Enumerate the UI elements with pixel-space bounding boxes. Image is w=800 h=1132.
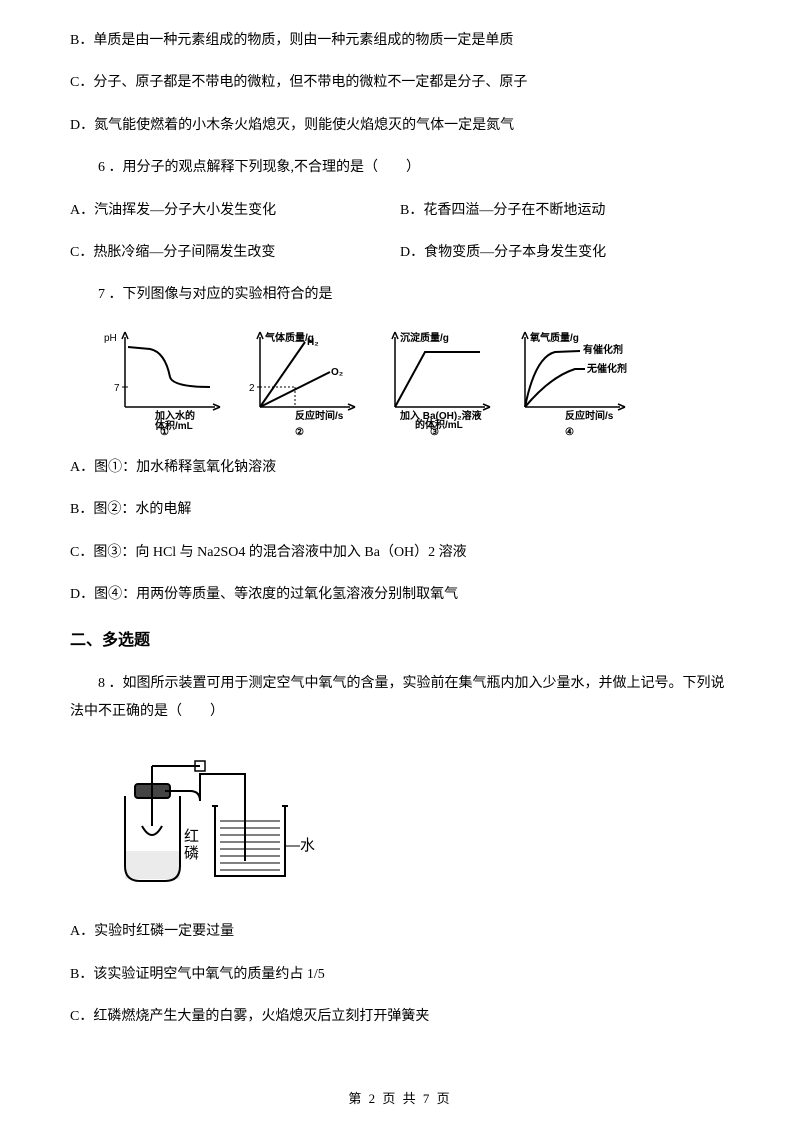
c4-num: ④ bbox=[565, 427, 574, 437]
q6-c: C．热胀冷缩—分子间隔发生改变 bbox=[70, 242, 400, 264]
q8-c: C．红磷燃烧产生大量的白雾，火焰熄灭后立刻打开弹簧夹 bbox=[70, 1006, 730, 1028]
q7-a: A．图①：加水稀释氢氧化钠溶液 bbox=[70, 457, 730, 479]
q7-stem: 7 ．下列图像与对应的实验相符合的是 bbox=[70, 284, 730, 306]
c4-xlabel: 反应时间/s bbox=[565, 409, 614, 422]
option-c: C．分子、原子都是不带电的微粒，但不带电的微粒不一定都是分子、原子 bbox=[70, 72, 730, 94]
option-d: D．氮气能使燃着的小木条火焰熄灭，则能使火焰熄灭的气体一定是氮气 bbox=[70, 115, 730, 137]
c3-ylabel: 沉淀质量/g bbox=[400, 331, 449, 344]
q6-d: D．食物变质—分子本身发生变化 bbox=[400, 242, 730, 264]
c4-ylabel: 氧气质量/g bbox=[529, 331, 579, 344]
chart-4: 氧气质量/g 有催化剂 无催化剂 反应时间/s ④ bbox=[505, 327, 635, 437]
c2-l1: H₂ bbox=[307, 337, 319, 348]
phos-label-2: 磷 bbox=[184, 845, 199, 862]
chart-3: 沉淀质量/g 加入 Ba(OH)₂溶液 的体积/mL ③ bbox=[370, 327, 500, 437]
q7-c: C．图③：向 HCl 与 Na2SO4 的混合溶液中加入 Ba（OH）2 溶液 bbox=[70, 542, 730, 564]
option-b: B．单质是由一种元素组成的物质，则由一种元素组成的物质一定是单质 bbox=[70, 30, 730, 52]
section-2-title: 二、多选题 bbox=[70, 626, 730, 650]
chart-2: 气体质量/g H₂ O₂ 2 反应时间/s ② bbox=[235, 327, 365, 437]
c2-tick: 2 bbox=[249, 383, 255, 394]
q6-row1: A．汽油挥发—分子大小发生变化 B．花香四溢—分子在不断地运动 bbox=[70, 200, 730, 222]
c2-l2: O₂ bbox=[331, 367, 343, 378]
chart-1: pH 7 加入水的 体积/mL ① bbox=[100, 327, 230, 437]
water-label: 水 bbox=[300, 837, 315, 854]
charts-row: pH 7 加入水的 体积/mL ① 气体质量/g H₂ O₂ 2 反应时间/s … bbox=[100, 327, 730, 437]
c1-ylabel: pH bbox=[104, 333, 117, 344]
q8-stem: 8 ．如图所示装置可用于测定空气中氧气的含量，实验前在集气瓶内加入少量水，并做上… bbox=[70, 670, 730, 726]
q6-row2: C．热胀冷缩—分子间隔发生改变 D．食物变质—分子本身发生变化 bbox=[70, 242, 730, 264]
apparatus-diagram: 红 磷 水 bbox=[100, 746, 730, 901]
c1-num: ① bbox=[160, 427, 169, 437]
c3-num: ③ bbox=[430, 427, 439, 437]
q6-b: B．花香四溢—分子在不断地运动 bbox=[400, 200, 730, 222]
page-footer: 第 2 页 共 7 页 bbox=[0, 1088, 800, 1107]
c4-l1: 有催化剂 bbox=[583, 343, 623, 356]
c2-xlabel: 反应时间/s bbox=[295, 409, 344, 422]
q6-stem: 6 ．用分子的观点解释下列现象,不合理的是（ ） bbox=[70, 157, 730, 179]
q8-a: A．实验时红磷一定要过量 bbox=[70, 921, 730, 943]
c4-l2: 无催化剂 bbox=[586, 362, 627, 375]
phos-label-1: 红 bbox=[184, 828, 199, 845]
c1-tick: 7 bbox=[114, 383, 120, 394]
c2-num: ② bbox=[295, 427, 304, 437]
q7-d: D．图④：用两份等质量、等浓度的过氧化氢溶液分别制取氧气 bbox=[70, 584, 730, 606]
q7-b: B．图②：水的电解 bbox=[70, 499, 730, 521]
q6-a: A．汽油挥发—分子大小发生变化 bbox=[70, 200, 400, 222]
q8-b: B．该实验证明空气中氧气的质量约占 1/5 bbox=[70, 964, 730, 986]
